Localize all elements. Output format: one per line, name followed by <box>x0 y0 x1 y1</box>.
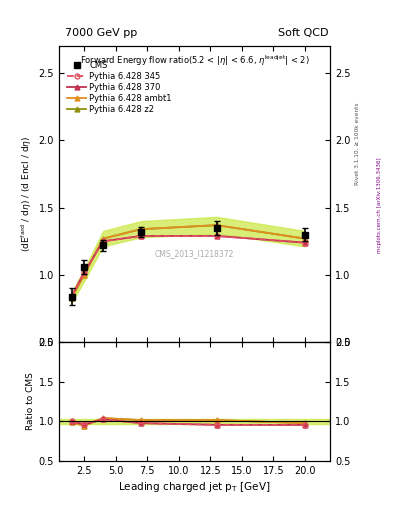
Text: CMS_2013_I1218372: CMS_2013_I1218372 <box>155 249 234 258</box>
Y-axis label: (dE$^{\rm fard}$ / d$\eta$) / (d Encl / d$\eta$): (dE$^{\rm fard}$ / d$\eta$) / (d Encl / … <box>20 136 35 252</box>
Y-axis label: Ratio to CMS: Ratio to CMS <box>26 373 35 431</box>
Text: Soft QCD: Soft QCD <box>278 28 328 38</box>
Legend: CMS, Pythia 6.428 345, Pythia 6.428 370, Pythia 6.428 ambt1, Pythia 6.428 z2: CMS, Pythia 6.428 345, Pythia 6.428 370,… <box>66 59 173 116</box>
Text: mcplots.cern.ch [arXiv:1306.3436]: mcplots.cern.ch [arXiv:1306.3436] <box>377 157 382 252</box>
Text: Forward Energy flow ratio(5.2 < |$\eta$| < 6.6, $\eta^{\rm leadjet}$| < 2): Forward Energy flow ratio(5.2 < |$\eta$|… <box>80 53 309 68</box>
Text: Rivet 3.1.10, ≥ 100k events: Rivet 3.1.10, ≥ 100k events <box>355 102 360 185</box>
X-axis label: Leading charged jet p$_{\rm T}$ [GeV]: Leading charged jet p$_{\rm T}$ [GeV] <box>118 480 271 494</box>
Text: 7000 GeV pp: 7000 GeV pp <box>65 28 137 38</box>
